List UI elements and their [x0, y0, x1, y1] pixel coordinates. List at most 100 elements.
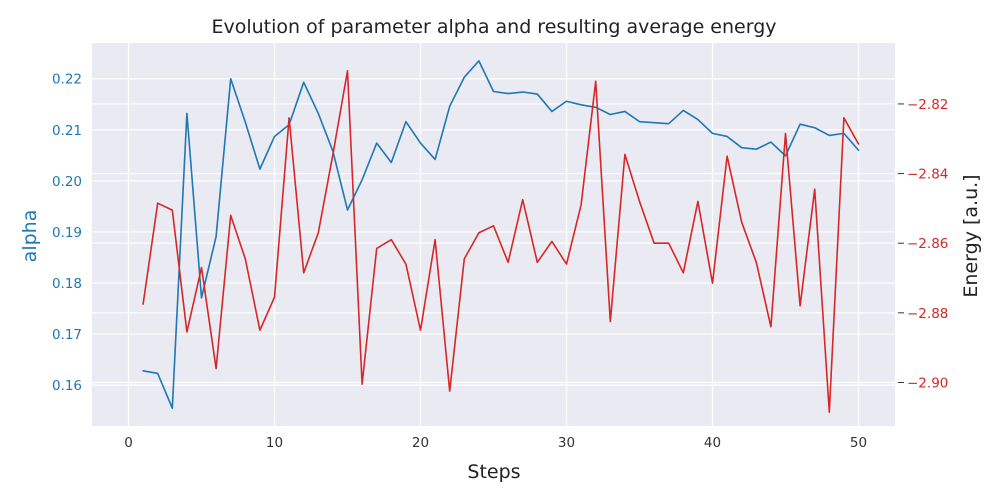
alpha-data-point	[389, 161, 393, 165]
energy-data-point	[214, 367, 218, 371]
energy-data-point	[535, 260, 539, 264]
alpha-data-point	[462, 75, 466, 79]
energy-data-point	[243, 257, 247, 261]
alpha-data-point	[302, 80, 306, 84]
energy-data-point	[579, 203, 583, 207]
energy-data-point	[185, 330, 189, 334]
alpha-data-point	[740, 146, 744, 150]
energy-data-point	[623, 152, 627, 156]
alpha-data-point	[433, 157, 437, 161]
energy-data-point	[375, 246, 379, 250]
right-y-tick-label: −2.90	[907, 375, 948, 391]
energy-data-point	[287, 116, 291, 120]
left-y-axis-title: alpha	[19, 210, 41, 263]
energy-data-point	[141, 302, 145, 306]
energy-data-point	[769, 325, 773, 329]
energy-data-point	[652, 241, 656, 245]
alpha-data-point	[375, 141, 379, 145]
alpha-data-point	[827, 133, 831, 137]
energy-data-point	[638, 199, 642, 203]
alpha-data-point	[857, 148, 861, 152]
alpha-data-point	[667, 122, 671, 126]
left-y-tick-label: 0.19	[52, 225, 82, 241]
alpha-data-point	[185, 111, 189, 115]
alpha-data-point	[214, 235, 218, 239]
left-y-tick-label: 0.20	[52, 174, 82, 190]
alpha-data-point	[725, 134, 729, 138]
alpha-data-point	[521, 90, 525, 94]
alpha-data-point	[711, 131, 715, 135]
energy-data-point	[346, 69, 350, 73]
energy-data-point	[170, 208, 174, 212]
alpha-series-line	[142, 60, 860, 409]
energy-data-point	[419, 328, 423, 332]
alpha-data-point	[200, 296, 204, 300]
energy-data-point	[857, 142, 861, 146]
energy-data-point	[725, 154, 729, 158]
energy-data-point	[842, 116, 846, 120]
alpha-data-point	[419, 141, 423, 145]
energy-data-point	[813, 187, 817, 191]
alpha-data-point	[229, 77, 233, 81]
energy-data-point	[740, 220, 744, 224]
x-axis-title: Steps	[467, 461, 520, 483]
alpha-data-point	[477, 59, 481, 63]
energy-data-point	[302, 271, 306, 275]
alpha-data-point	[506, 92, 510, 96]
x-tick-label: 50	[850, 435, 867, 451]
alpha-data-point	[170, 406, 174, 410]
x-tick-label: 0	[124, 435, 133, 451]
alpha-data-point	[360, 178, 364, 182]
tick-labels: 0 10 20 30 40 50 0.16 0.17 0.18 0.19 0.20 0.21 0.22 −…	[52, 72, 948, 451]
alpha-data-point	[243, 120, 247, 124]
left-y-tick-label: 0.18	[52, 276, 82, 292]
energy-data-point	[696, 199, 700, 203]
energy-data-point	[711, 281, 715, 285]
right-y-tick-label: −2.88	[907, 306, 948, 322]
energy-data-point	[273, 295, 277, 299]
alpha-data-point	[156, 371, 160, 375]
alpha-data-point	[608, 112, 612, 116]
energy-data-point	[492, 224, 496, 228]
energy-data-point	[784, 132, 788, 136]
alpha-data-point	[652, 121, 656, 125]
x-tick-label: 10	[266, 435, 283, 451]
energy-data-point	[331, 152, 335, 156]
energy-data-point	[681, 271, 685, 275]
chart-title: Evolution of parameter alpha and resulti…	[211, 16, 776, 38]
alpha-data-point	[565, 99, 569, 103]
alpha-data-point	[696, 118, 700, 122]
energy-data-point	[608, 320, 612, 324]
energy-data-point	[754, 260, 758, 264]
right-y-axis-title: Energy [a.u.]	[960, 174, 982, 297]
energy-data-point	[448, 389, 452, 393]
alpha-data-point	[141, 369, 145, 373]
energy-data-point	[827, 410, 831, 414]
alpha-data-point	[769, 140, 773, 144]
alpha-data-point	[535, 92, 539, 96]
left-y-tick-label: 0.17	[52, 327, 82, 343]
left-y-tick-label: 0.22	[52, 72, 82, 88]
alpha-data-point	[638, 120, 642, 124]
x-tick-label: 30	[558, 435, 575, 451]
series-lines	[141, 59, 861, 414]
energy-series-line	[142, 70, 860, 413]
energy-data-point	[404, 262, 408, 266]
energy-data-point	[258, 328, 262, 332]
alpha-data-point	[579, 103, 583, 107]
alpha-data-point	[448, 104, 452, 108]
energy-data-point	[565, 262, 569, 266]
left-y-tick-label: 0.16	[52, 378, 82, 394]
alpha-data-point	[681, 108, 685, 112]
plot-background	[92, 43, 895, 426]
left-y-tick-label: 0.21	[52, 123, 82, 139]
alpha-data-point	[623, 109, 627, 113]
x-tick-label: 20	[412, 435, 429, 451]
energy-data-point	[506, 260, 510, 264]
energy-data-point	[521, 198, 525, 202]
energy-data-point	[360, 382, 364, 386]
energy-data-point	[229, 213, 233, 217]
x-tick-label: 40	[704, 435, 721, 451]
energy-data-point	[156, 201, 160, 205]
alpha-data-point	[492, 90, 496, 94]
